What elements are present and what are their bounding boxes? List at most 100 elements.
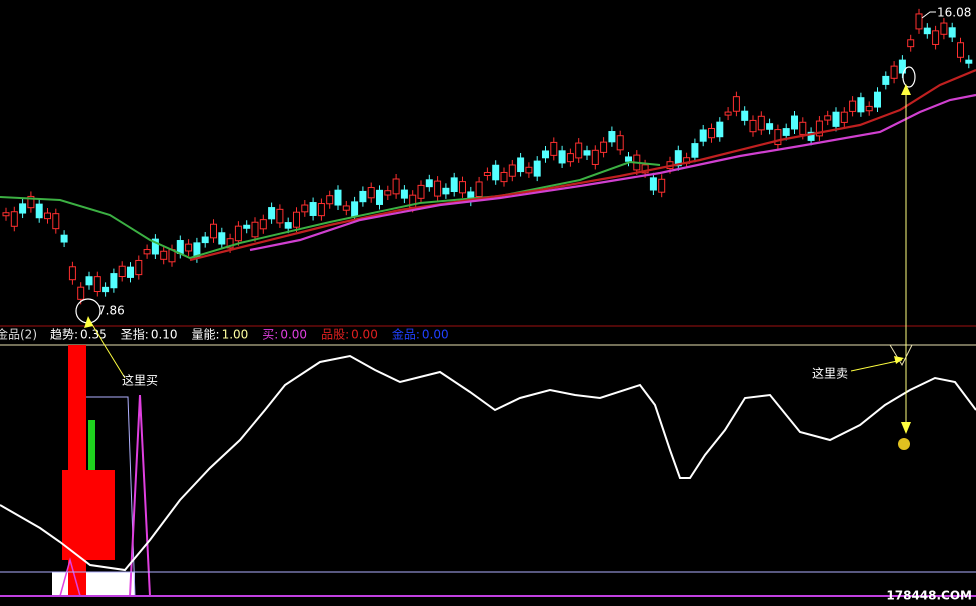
candle-body <box>608 131 616 143</box>
candle-body <box>558 150 566 164</box>
candle-body <box>143 249 151 255</box>
candle-body <box>376 189 383 205</box>
candle-body <box>898 59 906 74</box>
candle-body <box>334 189 342 206</box>
candle-body <box>600 141 608 153</box>
candle-body <box>517 157 525 173</box>
candle-body <box>749 119 757 133</box>
candle-body <box>741 110 749 121</box>
candle-body <box>965 59 973 64</box>
candle-body <box>625 156 632 162</box>
ma-magenta <box>249 93 976 252</box>
candle-body <box>27 195 35 209</box>
legend-label: 买: <box>262 328 278 342</box>
candle-body <box>77 286 85 300</box>
indicator-curve <box>0 354 976 572</box>
candle-body <box>317 203 325 217</box>
candle-body <box>110 273 118 289</box>
legend-value: 0.35 <box>80 328 107 342</box>
candle-body <box>550 141 558 156</box>
candle-body <box>691 143 699 158</box>
legend-value: 0.00 <box>351 328 378 342</box>
candle-body <box>483 171 491 177</box>
candle-body <box>857 97 865 113</box>
candle-body <box>218 232 226 245</box>
sell-up-arrow <box>901 84 911 95</box>
candle-body <box>799 121 807 135</box>
candle-body <box>367 187 375 199</box>
candle-body <box>243 224 251 229</box>
sell-notch <box>889 344 913 367</box>
candle-body <box>93 276 101 293</box>
face-icon <box>898 438 910 450</box>
candle-body <box>757 115 765 131</box>
buy-label: 这里买 <box>122 373 158 388</box>
candle-body <box>865 105 873 112</box>
candle-body <box>176 240 184 254</box>
white-block <box>52 572 135 596</box>
candle-body <box>52 213 60 230</box>
candle-body <box>591 149 599 165</box>
candles <box>2 8 973 305</box>
candle-body <box>450 177 458 192</box>
candle-body <box>907 39 915 48</box>
ma-red <box>189 68 976 262</box>
candle-body <box>533 160 541 177</box>
candle-body <box>575 142 583 159</box>
candle-body <box>708 127 715 139</box>
sell-pointer <box>850 359 903 372</box>
candle-body <box>118 265 126 277</box>
candle-body <box>658 178 666 193</box>
candle-body <box>251 221 259 238</box>
sell-arrow <box>894 356 904 364</box>
candle-body <box>849 100 857 112</box>
candle-body <box>201 236 209 244</box>
magenta-spike <box>129 394 151 597</box>
candle-body <box>185 243 193 252</box>
candle-body <box>135 259 143 276</box>
candle-body <box>392 178 400 195</box>
watermark: 178448.COM <box>886 589 972 603</box>
candle-body <box>326 195 334 205</box>
candle-body <box>699 129 707 142</box>
candle-body <box>616 135 624 151</box>
low-price: 7.86 <box>98 304 125 318</box>
candle-body <box>160 250 168 260</box>
candle-body <box>824 115 832 121</box>
buy-pointer <box>87 317 126 379</box>
candle-body <box>840 111 848 123</box>
ma-green <box>0 160 661 260</box>
candle-body <box>151 238 159 255</box>
candle-body <box>359 190 367 203</box>
candle-body <box>44 212 51 220</box>
candle-body <box>525 166 533 174</box>
legend-label: 金品: <box>392 327 420 342</box>
candle-body <box>284 222 292 229</box>
legend-label: 品股: <box>321 328 349 342</box>
candle-body <box>890 65 898 79</box>
candle-body <box>774 129 782 146</box>
candle-body <box>85 276 93 286</box>
indicator-name: 金品(2) <box>0 327 37 342</box>
candle-body <box>583 150 591 156</box>
candle-body <box>10 211 18 227</box>
candle-body <box>766 123 774 130</box>
candle-body <box>2 212 10 217</box>
candle-body <box>815 120 823 137</box>
candle-body <box>301 204 309 213</box>
candle-body <box>234 225 242 242</box>
candle-body <box>832 111 840 127</box>
candle-body <box>492 164 500 181</box>
candle-body <box>500 171 508 183</box>
sell-label: 这里卖 <box>812 366 848 381</box>
green-block <box>88 420 95 470</box>
candle-body <box>127 266 134 278</box>
candle-body <box>782 128 790 136</box>
candle-body <box>948 27 956 38</box>
candle-body <box>351 201 359 217</box>
legend-label: 量能: <box>192 328 220 342</box>
candle-body <box>724 111 732 116</box>
candle-body <box>210 223 217 239</box>
candle-body <box>35 203 43 219</box>
